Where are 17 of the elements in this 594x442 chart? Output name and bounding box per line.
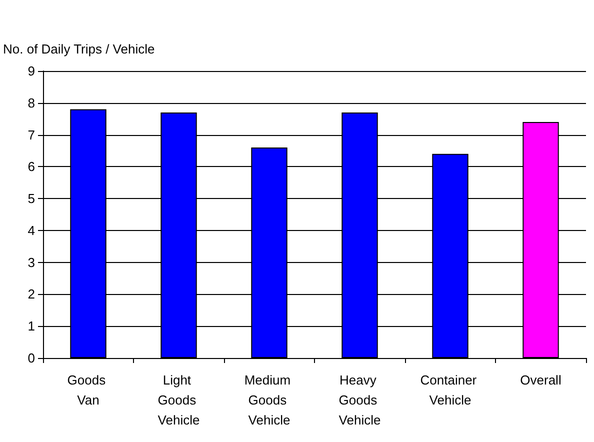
x-tick-label: Medium Goods Vehicle <box>244 372 294 428</box>
y-tick-label: 7 <box>28 127 35 142</box>
y-tick-label: 4 <box>28 222 35 238</box>
x-tick-label: Goods Van <box>67 372 110 408</box>
y-tick-label: 5 <box>28 191 35 206</box>
x-tick-label: Container Vehicle <box>420 372 480 408</box>
x-tick-label: Light Goods Vehicle <box>158 372 200 428</box>
y-tick-label: 0 <box>28 350 35 366</box>
x-tick-label: Overall <box>520 372 562 388</box>
y-tick-label: 1 <box>28 318 35 334</box>
y-tick-label: 6 <box>28 159 35 174</box>
y-tick-label: 9 <box>28 64 35 78</box>
x-tick-label: Heavy Goods Vehicle <box>338 372 381 428</box>
y-tick-label: 2 <box>28 286 35 302</box>
y-axis-title: No. of Daily Trips / Vehicle <box>3 42 155 56</box>
y-tick-label: 3 <box>28 254 35 270</box>
y-tick-label: 8 <box>28 95 35 110</box>
